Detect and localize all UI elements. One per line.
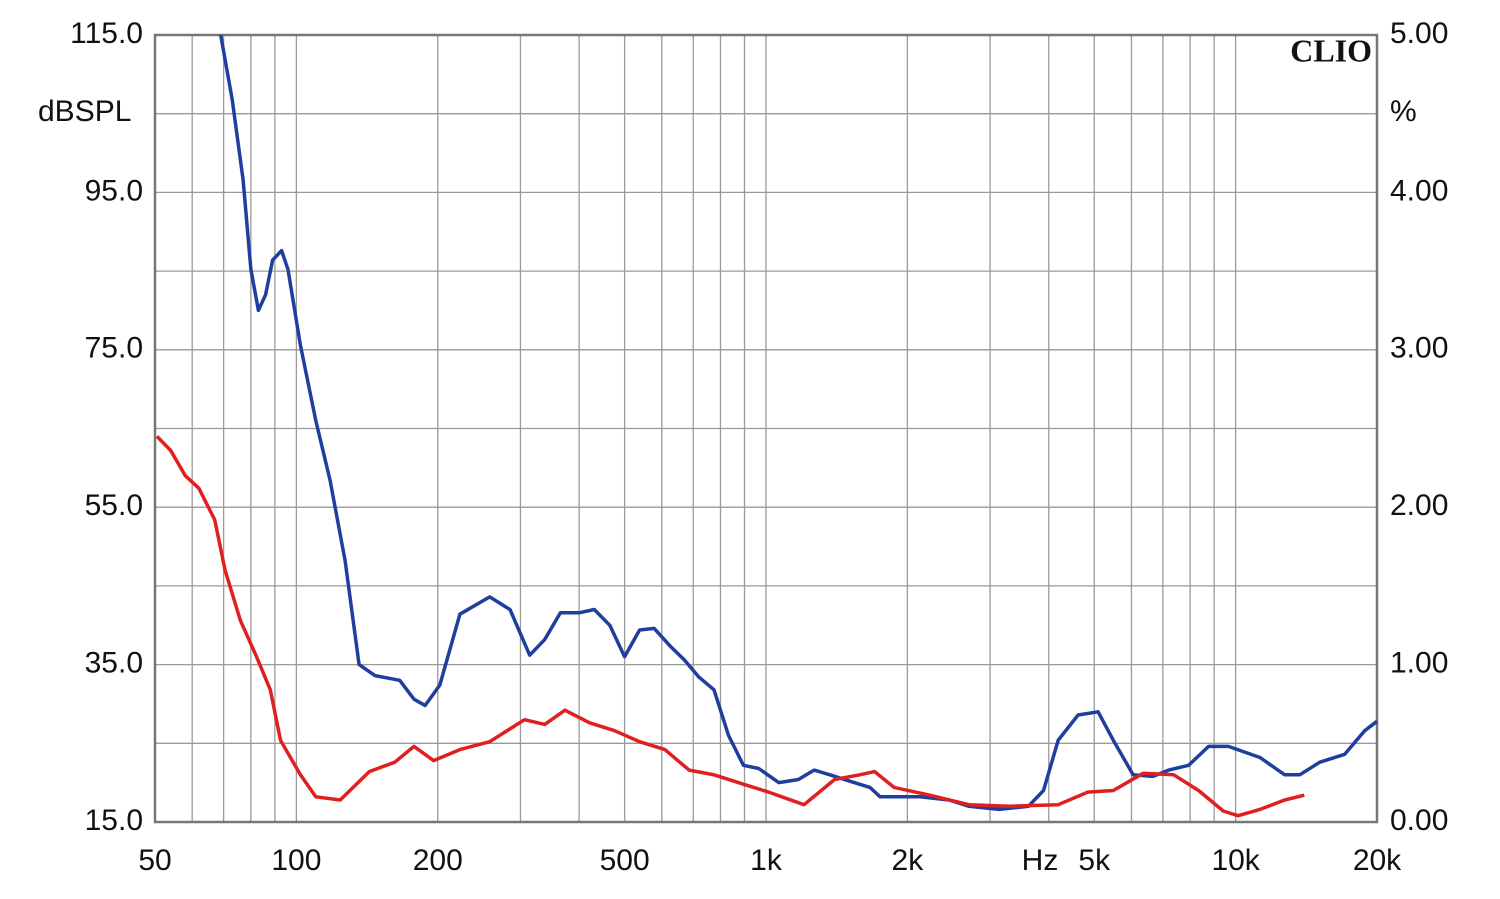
y2-tick-label: 1.00 <box>1390 647 1448 680</box>
x-tick-label: 2k <box>892 844 925 877</box>
x-tick-label: 100 <box>271 844 321 877</box>
y-tick-label: 55.0 <box>85 489 143 522</box>
y-tick-label: 75.0 <box>85 332 143 365</box>
y-tick-label: 95.0 <box>85 174 143 207</box>
x-tick-label: 10k <box>1211 844 1260 877</box>
y-tick-label: 15.0 <box>85 804 143 837</box>
y-axis-label: dBSPL <box>38 95 131 128</box>
y2-tick-label: 5.00 <box>1390 17 1448 50</box>
x-tick-label: 500 <box>600 844 650 877</box>
plot-frame <box>153 33 1379 824</box>
y-tick-label: 35.0 <box>85 647 143 680</box>
x-tick-label: 20k <box>1353 844 1402 877</box>
y2-tick-label: 0.00 <box>1390 804 1448 837</box>
x-tick-label: 5k <box>1078 844 1111 877</box>
line-series <box>218 34 1379 812</box>
logo: CLIO <box>1290 32 1372 68</box>
x-tick-label: 1k <box>750 844 783 877</box>
x-axis-label: Hz <box>1022 844 1059 877</box>
y2-tick-label: 3.00 <box>1390 332 1448 365</box>
line-series <box>155 435 1305 818</box>
x-tick-label: 200 <box>413 844 463 877</box>
y2-axis-label: % <box>1390 95 1417 128</box>
y2-tick-label: 2.00 <box>1390 489 1448 522</box>
y-tick-label: 115.0 <box>70 17 143 50</box>
x-tick-label: 50 <box>138 844 171 877</box>
y2-tick-label: 4.00 <box>1390 174 1448 207</box>
